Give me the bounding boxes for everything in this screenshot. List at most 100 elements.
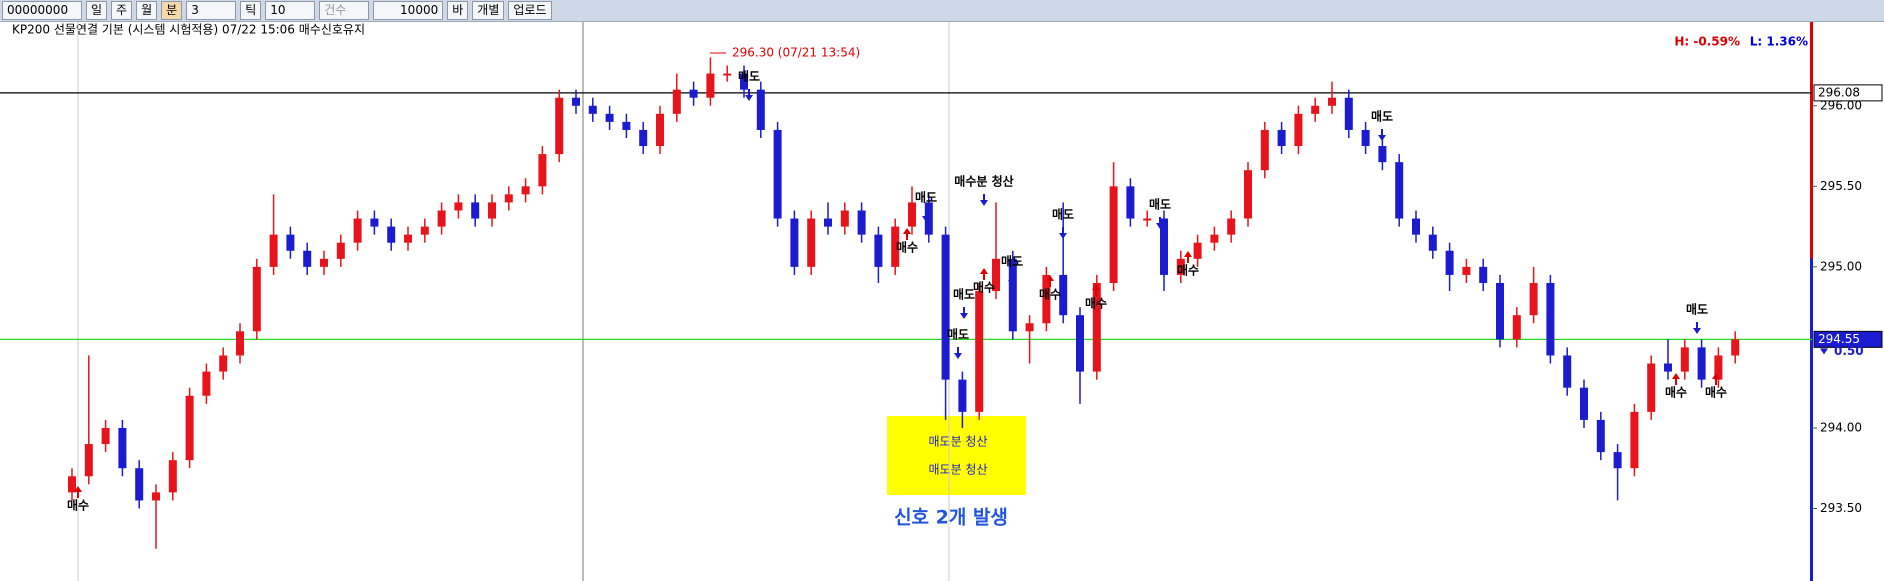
candle-body xyxy=(656,113,664,147)
candle-body xyxy=(605,113,614,122)
candle-body xyxy=(1496,282,1504,340)
signal-arrow xyxy=(922,210,930,222)
candle-body xyxy=(1344,97,1353,130)
candle-body xyxy=(353,218,362,243)
candle-body xyxy=(807,218,816,267)
upload-button[interactable]: 업로드 xyxy=(508,1,552,20)
price-label: 294.55 xyxy=(1818,332,1860,346)
period-input[interactable]: 3 xyxy=(186,1,237,20)
signal-arrow xyxy=(954,347,962,359)
note: 신호 2개 발생 xyxy=(894,507,1008,529)
y-tick-label: 293.50 xyxy=(1820,501,1862,515)
candle-body xyxy=(1311,105,1320,114)
period-button[interactable]: 일 xyxy=(86,1,108,20)
candle-body xyxy=(706,73,715,98)
candle-body xyxy=(168,460,177,493)
y-tick-label: 296.00 xyxy=(1820,98,1862,112)
y-tick-label: 294.00 xyxy=(1820,420,1862,434)
candle-body xyxy=(538,154,547,187)
candle-body xyxy=(420,226,429,235)
toolbar: 00000000 일 주 월 분 3 틱 10 건수 10000 바 개별 업로… xyxy=(0,0,1884,22)
signal-arrow xyxy=(903,228,911,240)
candle-body xyxy=(252,266,261,332)
candle-body xyxy=(101,427,110,445)
candle-body xyxy=(1546,282,1555,356)
candle-body xyxy=(891,226,900,267)
candle-body xyxy=(1244,170,1252,219)
highlight-box xyxy=(887,416,1026,495)
code-input[interactable]: 00000000 xyxy=(2,1,82,20)
candle-body xyxy=(1042,274,1051,324)
low-change: L: 1.36% xyxy=(1750,35,1808,49)
price-label-box xyxy=(1813,330,1883,348)
signal-label: 매수 xyxy=(973,280,995,295)
candle-body xyxy=(504,194,513,203)
period-button[interactable]: 주 xyxy=(111,1,133,20)
signal-arrow xyxy=(980,194,988,206)
candle-body xyxy=(857,210,866,235)
signal-label: 매수분 청산 xyxy=(954,174,1013,189)
tick-button[interactable]: 틱 xyxy=(240,1,262,20)
period-button[interactable]: 월 xyxy=(136,1,158,20)
candle-body xyxy=(1731,339,1740,356)
candle-body xyxy=(992,258,1000,292)
candle-body xyxy=(471,202,480,219)
signal-arrow xyxy=(1092,284,1100,296)
tick-input[interactable]: 10 xyxy=(265,1,316,20)
candle-body xyxy=(1647,363,1656,412)
axis-bar-down xyxy=(1810,258,1813,581)
candle-body xyxy=(740,73,748,90)
candle-body xyxy=(1193,242,1202,259)
candle-body xyxy=(303,250,312,267)
high-change: H: -0.59% xyxy=(1674,35,1740,49)
candle-body xyxy=(756,89,765,130)
candle-body xyxy=(1126,186,1135,219)
candle-body xyxy=(1176,258,1185,275)
candle-body xyxy=(488,202,496,219)
signal-label: 매수 xyxy=(1177,263,1199,278)
candle-body xyxy=(1109,186,1118,283)
candle-body xyxy=(639,129,648,147)
candle-body xyxy=(1630,411,1639,469)
candle-body xyxy=(672,89,681,114)
signal-label: 매도 xyxy=(1686,302,1708,317)
candle-body xyxy=(1428,234,1437,251)
signal-label: 매도 xyxy=(1149,197,1171,212)
signal-label: 매도 xyxy=(1371,109,1393,124)
bars-unit: 바 xyxy=(447,1,469,20)
candle-body xyxy=(1143,218,1152,221)
candle-body xyxy=(1664,363,1672,372)
candle-body xyxy=(1680,347,1689,372)
candle-body xyxy=(1580,387,1588,420)
bars-input[interactable]: 10000 xyxy=(373,1,444,20)
signal-label: 매수 xyxy=(1039,287,1061,302)
signal-label: 매수 xyxy=(1665,385,1687,400)
candle-body xyxy=(1160,218,1168,275)
individual-button[interactable]: 개별 xyxy=(472,1,505,20)
candle-body xyxy=(135,468,144,501)
count-select[interactable]: 건수 xyxy=(319,1,370,20)
candle-body xyxy=(689,89,698,98)
candle-body xyxy=(908,202,916,227)
candle-body xyxy=(975,291,984,412)
change-arrow xyxy=(1820,348,1828,355)
box-text: 매도분 청산 xyxy=(928,435,987,449)
candle-body xyxy=(1059,274,1068,316)
signal-label: 매도 xyxy=(953,287,975,302)
candle-body xyxy=(152,492,160,501)
candle-body xyxy=(269,234,278,267)
candle-body xyxy=(1361,129,1370,147)
signal-label: 매수 xyxy=(896,240,918,255)
change-label: 0.50 xyxy=(1834,344,1864,358)
candle-body xyxy=(1529,282,1538,316)
candle-body xyxy=(1462,266,1471,275)
candle-body xyxy=(336,242,345,259)
candle-body xyxy=(1025,323,1034,332)
candle-body xyxy=(1445,250,1454,275)
candle-body xyxy=(958,379,967,412)
chart-title: KP200 선물연결 기본 (시스템 시험적용) 07/22 15:06 매수신… xyxy=(12,23,365,37)
period-button[interactable]: 분 xyxy=(161,1,183,20)
box-text: 매도분 청산 xyxy=(928,463,987,477)
